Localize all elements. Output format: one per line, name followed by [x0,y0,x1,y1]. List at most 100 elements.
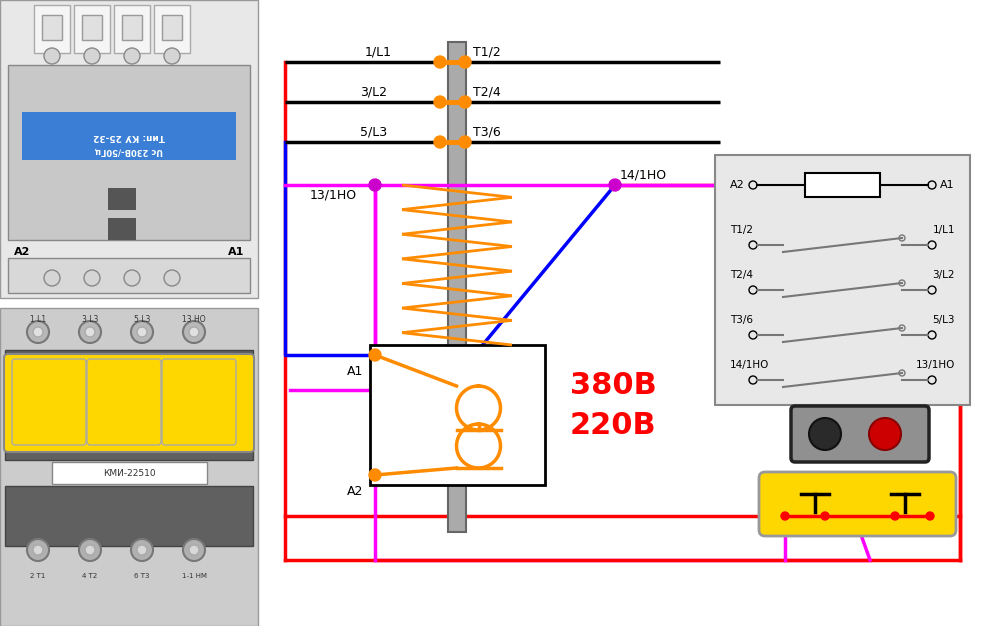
Text: Тип: КУ 25-32: Тип: КУ 25-32 [93,133,165,141]
Circle shape [609,179,621,191]
Bar [805,173,880,197]
Circle shape [33,545,43,555]
Circle shape [434,96,446,108]
Circle shape [369,349,381,361]
Circle shape [821,512,829,520]
Text: 1/L1: 1/L1 [365,46,392,58]
Bar [108,188,136,210]
Text: 5/L3: 5/L3 [360,125,387,138]
Circle shape [79,539,101,561]
Text: 380В: 380В [570,371,657,399]
Bar [114,5,150,53]
Text: 13 HO: 13 HO [182,316,206,324]
Circle shape [85,327,95,337]
Circle shape [137,545,147,555]
Circle shape [459,56,471,68]
Text: 14/1HO: 14/1HO [620,168,667,182]
Text: 13/1HO: 13/1HO [310,188,357,202]
Text: T1/2: T1/2 [473,46,501,58]
Text: 3 L3: 3 L3 [82,316,98,324]
Text: 1/L1: 1/L1 [932,225,955,235]
Bar [52,462,207,484]
Text: A1: A1 [347,365,363,378]
Text: T2/4: T2/4 [730,270,753,280]
Bar [8,65,250,240]
Bar [108,218,136,240]
Text: A1: A1 [228,247,244,257]
Circle shape [85,545,95,555]
Circle shape [33,327,43,337]
Circle shape [84,270,100,286]
Bar [122,15,142,40]
Bar [162,15,182,40]
Bar [715,155,970,405]
Text: 3/L2: 3/L2 [360,86,387,98]
Text: 5 L3: 5 L3 [134,316,150,324]
Text: T2/4: T2/4 [473,86,501,98]
FancyBboxPatch shape [791,406,929,462]
Bar [82,15,102,40]
Circle shape [183,539,205,561]
Text: A2: A2 [730,180,745,190]
Text: 6 T3: 6 T3 [134,573,150,579]
Circle shape [164,270,180,286]
Bar [22,112,236,160]
Text: 1-1 HM: 1-1 HM [182,573,207,579]
Text: T3/6: T3/6 [473,125,501,138]
Circle shape [44,48,60,64]
Bar [5,486,253,546]
Circle shape [891,512,899,520]
Text: 14/1HO: 14/1HO [730,360,769,370]
Circle shape [79,321,101,343]
Text: T1/2: T1/2 [730,225,753,235]
Circle shape [926,512,934,520]
Text: T3/6: T3/6 [730,315,753,325]
Circle shape [781,512,789,520]
Bar [8,258,250,293]
Text: 5/L3: 5/L3 [932,315,955,325]
Circle shape [189,545,199,555]
Text: A2: A2 [14,247,30,257]
Circle shape [164,48,180,64]
Bar [154,5,190,53]
FancyBboxPatch shape [162,359,236,445]
Text: 1 L1: 1 L1 [30,316,46,324]
Circle shape [124,270,140,286]
FancyBboxPatch shape [87,359,161,445]
Text: КМИ-22510: КМИ-22510 [103,468,155,478]
Circle shape [434,56,446,68]
Circle shape [434,136,446,148]
Circle shape [459,96,471,108]
Circle shape [369,469,381,481]
Bar [370,345,545,485]
Circle shape [137,327,147,337]
Circle shape [84,48,100,64]
Bar [0,0,258,298]
Circle shape [44,270,60,286]
Text: 3/L2: 3/L2 [932,270,955,280]
Bar [34,5,70,53]
Circle shape [124,48,140,64]
Text: A1: A1 [940,180,955,190]
Text: A2: A2 [347,485,363,498]
Text: 4 T2: 4 T2 [82,573,98,579]
Text: 13/1HO: 13/1HO [916,360,955,370]
Circle shape [869,418,901,450]
Bar [42,15,62,40]
Text: 2 T1: 2 T1 [30,573,46,579]
Circle shape [369,179,381,191]
Circle shape [189,327,199,337]
Circle shape [809,418,841,450]
Circle shape [27,539,49,561]
Circle shape [131,321,153,343]
Text: Uc 230В-/50Гц: Uc 230В-/50Гц [95,146,163,155]
FancyBboxPatch shape [759,472,956,536]
Text: 220В: 220В [570,411,657,439]
FancyBboxPatch shape [4,354,254,452]
Circle shape [131,539,153,561]
Circle shape [183,321,205,343]
Bar [0,308,258,626]
Circle shape [27,321,49,343]
Circle shape [459,136,471,148]
FancyBboxPatch shape [12,359,86,445]
